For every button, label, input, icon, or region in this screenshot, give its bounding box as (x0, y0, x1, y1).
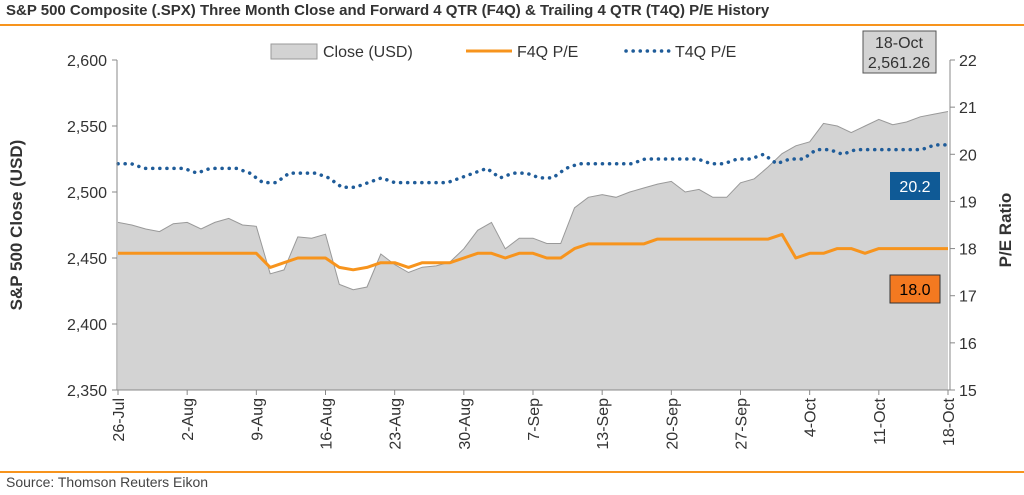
x-tick-label: 2-Aug (180, 398, 197, 441)
x-tick-label: 9-Aug (249, 398, 266, 441)
x-tick-label: 4-Oct (803, 397, 820, 437)
x-tick-label: 16-Aug (319, 398, 336, 450)
f4q-line (118, 232, 948, 272)
x-tick-label: 23-Aug (388, 398, 405, 450)
axes-layer: 2,350 2,400 2,450 2,500 2,550 2,600 15 16 17 18 19… (7, 53, 1015, 450)
right-tick-label: 17 (959, 289, 977, 306)
legend: Close (USD) F4Q P/E T4Q P/E (270, 43, 736, 61)
pe-lines-layer (116, 143, 950, 272)
footer-rule (0, 471, 1024, 473)
f4q-badge-box (889, 274, 941, 304)
chart-title: S&P 500 Composite (.SPX) Three Month Clo… (6, 2, 770, 19)
x-tick-label: 20-Sep (664, 398, 681, 450)
right-tick-label: 19 (959, 194, 977, 211)
x-tick-label: 11-Oct (872, 397, 889, 444)
legend-close-label: Close (USD) (323, 44, 413, 61)
legend-t4q-label: T4Q P/E (675, 44, 736, 61)
legend-close-swatch (270, 43, 318, 60)
legend-f4q-label: F4Q P/E (517, 44, 578, 61)
t4q-line (116, 143, 950, 190)
y-axis-right-title: P/E Ratio (996, 193, 1015, 268)
x-tick-label: 27-Sep (734, 398, 751, 450)
left-tick-label: 2,500 (67, 185, 107, 202)
right-tick-label: 20 (959, 147, 977, 164)
t4q-badge-box (890, 172, 940, 200)
left-tick-label: 2,350 (67, 383, 107, 400)
right-tick-label: 22 (959, 53, 977, 70)
close-area (118, 111, 948, 390)
title-rule (0, 24, 1024, 26)
close-callout-value: 2,561.26 (868, 55, 930, 72)
x-tick-label: 13-Sep (595, 398, 612, 450)
x-tick-label: 7-Sep (526, 398, 543, 441)
close-area-edge (117, 111, 949, 291)
x-tick-label: 30-Aug (457, 398, 474, 450)
left-tick-label: 2,450 (67, 251, 107, 268)
left-tick-label: 2,600 (67, 53, 107, 70)
right-tick-label: 21 (959, 100, 977, 117)
close-callout-box (862, 30, 937, 74)
chart: 2,350 2,400 2,450 2,500 2,550 2,600 15 16 17 18 19… (7, 30, 1015, 450)
t4q-badge-label: 20.2 (899, 179, 930, 196)
f4q-badge-label: 18.0 (899, 282, 930, 299)
left-tick-label: 2,550 (67, 119, 107, 136)
source-note: Source: Thomson Reuters Eikon (6, 474, 209, 490)
y-axis-title: S&P 500 Close (USD) (7, 140, 26, 311)
left-tick-label: 2,400 (67, 317, 107, 334)
close-callout-date: 18-Oct (875, 35, 924, 52)
x-tick-label: 26-Jul (111, 398, 128, 442)
right-tick-label: 15 (959, 383, 977, 400)
x-tick-label: 18-Oct (941, 397, 958, 446)
right-tick-label: 18 (959, 242, 977, 259)
right-tick-label: 16 (959, 336, 977, 353)
callouts: 18-Oct 2,561.26 20.2 18.0 (862, 30, 941, 304)
close-area-layer (117, 111, 949, 390)
